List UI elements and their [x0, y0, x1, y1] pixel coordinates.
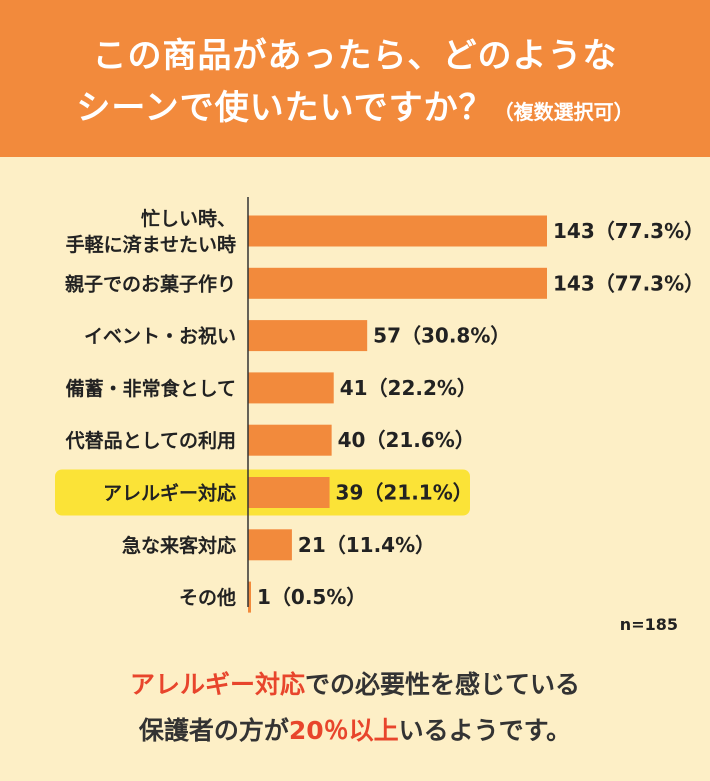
- value-label: 143（77.3%）: [553, 271, 704, 295]
- footer-line-2: 保護者の方が20％以上いるようです。: [0, 714, 710, 760]
- value-label: 1（0.5%）: [257, 585, 366, 609]
- category-label-line: 手軽に済ませたい時: [66, 233, 236, 256]
- category-label-line: アレルギー対応: [103, 482, 236, 505]
- category-label-line: 急な来客対応: [122, 534, 236, 557]
- category-label-line: その他: [179, 586, 236, 609]
- bar: [248, 477, 330, 508]
- footer-emphasis-2: 20％以上: [288, 716, 399, 745]
- footer-emphasis-1: アレルギー対応: [129, 670, 305, 699]
- category-label-line: 忙しい時、: [141, 207, 236, 230]
- category-label-line: 親子でのお菓子作り: [65, 272, 236, 295]
- category-label: アレルギー対応: [103, 482, 236, 505]
- footer-text-2b: いるようです。: [398, 716, 572, 745]
- footer-line-1: アレルギー対応での必要性を感じている: [0, 668, 710, 714]
- category-label-line: 備蓄・非常食として: [66, 377, 236, 400]
- category-label: 代替品としての利用: [65, 429, 236, 452]
- bar: [248, 267, 547, 299]
- title-line-1: この商品があったら、どのような: [92, 36, 618, 76]
- bar-chart: 143（77.3%） 忙しい時、手軽に済ませたい時 143（77.3%） 親子でのお菓…: [55, 197, 704, 613]
- category-label: 忙しい時、手軽に済ませたい時: [66, 207, 236, 256]
- category-label-line: 代替品としての利用: [65, 429, 236, 452]
- bar: [248, 424, 332, 456]
- value-label: 21（11.4%）: [298, 533, 435, 557]
- value-label: 40（21.6%）: [338, 428, 475, 452]
- footer-text-1: での必要性を感じている: [305, 670, 581, 699]
- category-label: イベント・お祝い: [84, 325, 236, 348]
- category-label: 急な来客対応: [122, 534, 236, 557]
- bar: [248, 372, 334, 404]
- value-label: 143（77.3%）: [553, 219, 704, 243]
- footer-text-2a: 保護者の方が: [138, 716, 289, 745]
- bar: [248, 581, 251, 613]
- category-label: その他: [179, 586, 236, 609]
- sample-size: n=185: [619, 615, 678, 634]
- value-label: 41（22.2%）: [340, 376, 477, 400]
- value-label: 57（30.8%）: [373, 324, 510, 348]
- bar: [248, 320, 368, 352]
- title-line-2: シーンで使いたいですか？（複数選択可）: [0, 80, 710, 129]
- category-label: 備蓄・非常食として: [66, 377, 236, 400]
- bar: [248, 215, 547, 247]
- value-label: 39（21.1%）: [336, 481, 473, 505]
- footer-message: アレルギー対応での必要性を感じている 保護者の方が20％以上いるようです。: [0, 668, 710, 760]
- bar: [248, 529, 292, 561]
- title-note: （複数選択可）: [493, 100, 634, 124]
- category-label-line: イベント・お祝い: [84, 325, 236, 348]
- title-question: シーンで使いたいですか？: [76, 88, 494, 128]
- header-banner: この商品があったら、どのような シーンで使いたいですか？（複数選択可）: [0, 0, 710, 157]
- category-label: 親子でのお菓子作り: [65, 272, 236, 295]
